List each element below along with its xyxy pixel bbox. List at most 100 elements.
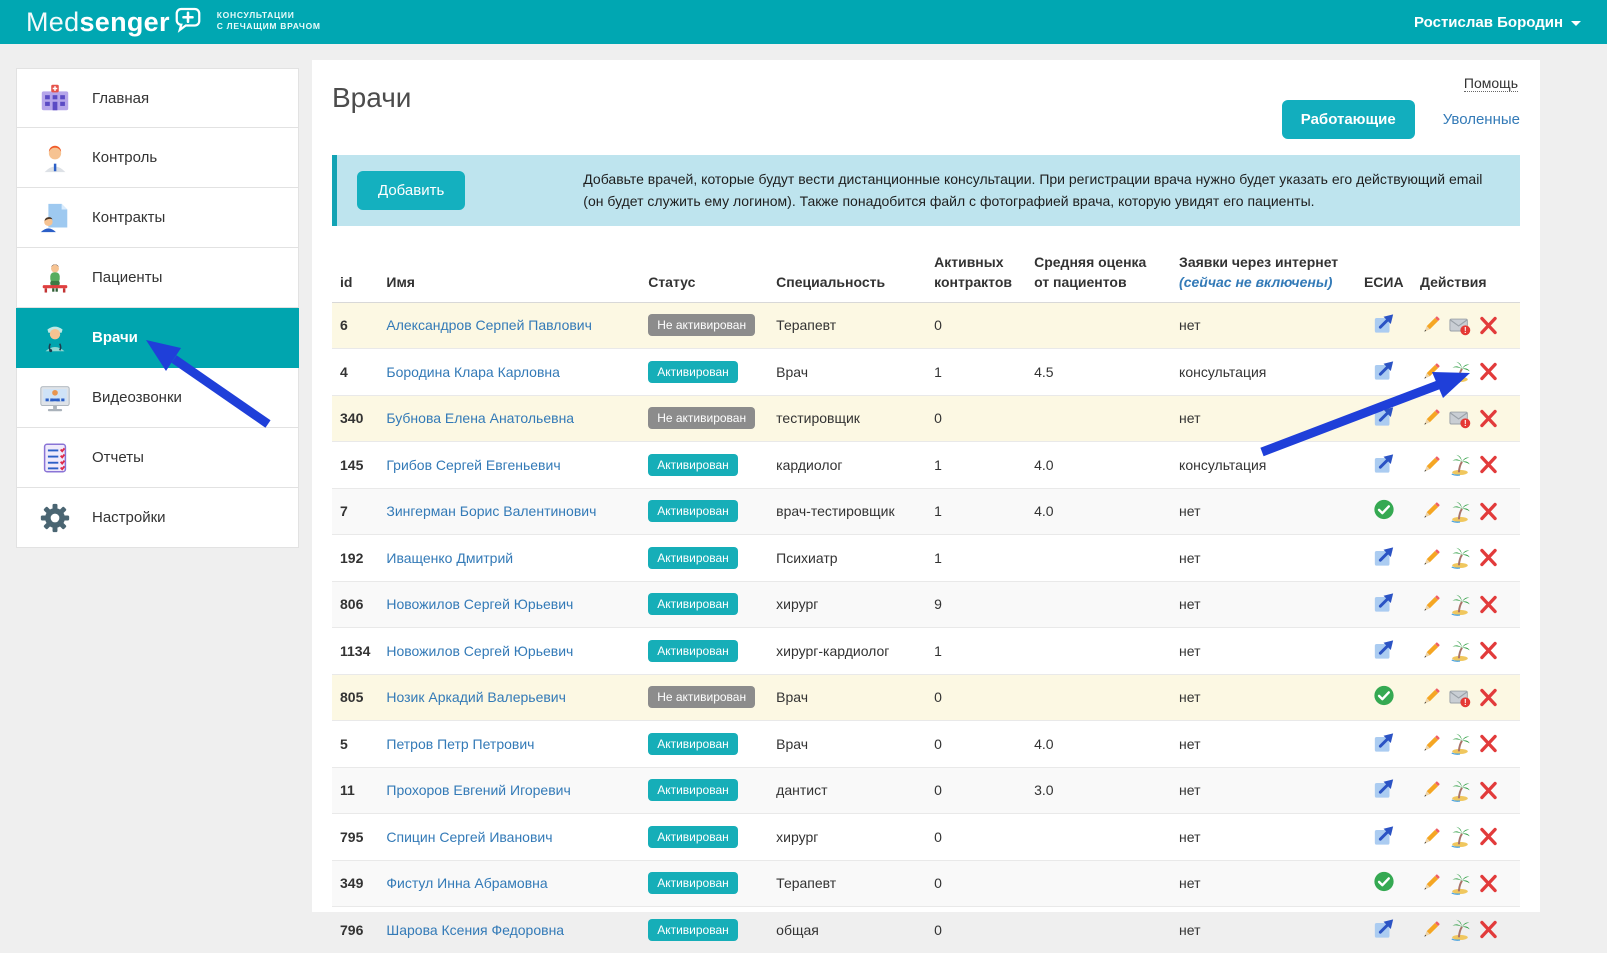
status-badge: Не активирован <box>648 407 756 430</box>
external-link-icon[interactable] <box>1373 731 1395 753</box>
external-link-icon[interactable] <box>1373 592 1395 614</box>
doctor-row: 349 Фистул Инна Абрамовна Активирован Терап… <box>332 859 1520 907</box>
edit-pencil-icon[interactable] <box>1420 686 1442 708</box>
help-link[interactable]: Помощь <box>1463 75 1518 92</box>
delete-x-icon[interactable] <box>1478 640 1500 662</box>
vacation-palm-icon[interactable] <box>1449 593 1471 616</box>
delete-x-icon[interactable] <box>1478 779 1500 801</box>
edit-pencil-icon[interactable] <box>1420 826 1442 848</box>
doctor-name-link[interactable]: Фистул Инна Абрамовна <box>386 875 548 892</box>
internet-requests-cell: нет <box>1171 394 1356 442</box>
vacation-palm-icon[interactable] <box>1449 826 1471 849</box>
doctor-name-link[interactable]: Шарова Ксения Федоровна <box>386 921 565 938</box>
sidebar-item-5[interactable]: Видеозвонки <box>16 368 299 428</box>
doctor-name-link[interactable]: Александров Серпей Павлович <box>386 317 592 334</box>
sidebar-item-7[interactable]: Настройки <box>16 488 299 548</box>
requests-disabled-link[interactable]: (сейчас не включены) <box>1179 274 1333 291</box>
external-link-icon[interactable] <box>1373 452 1395 474</box>
status-badge: Активирован <box>648 500 738 523</box>
vacation-palm-icon[interactable] <box>1449 500 1471 523</box>
vacation-palm-icon[interactable] <box>1449 454 1471 477</box>
external-link-icon[interactable] <box>1373 359 1395 381</box>
doctor-status-cell: Не активирован <box>640 394 769 442</box>
delete-x-icon[interactable] <box>1478 593 1500 615</box>
edit-pencil-icon[interactable] <box>1420 919 1442 941</box>
edit-pencil-icon[interactable] <box>1420 500 1442 522</box>
medsenger-logo[interactable]: Medsenger КОНСУЛЬТАЦИИ С ЛЕЧАЩИМ ВРАЧОМ <box>26 0 321 44</box>
sidebar-item-6[interactable]: Отчеты <box>16 428 299 488</box>
doctor-name-link[interactable]: Прохоров Евгений Игоревич <box>386 782 571 799</box>
delete-x-icon[interactable] <box>1478 500 1500 522</box>
external-link-icon[interactable] <box>1373 313 1395 335</box>
external-link-icon[interactable] <box>1373 638 1395 660</box>
esia-cell <box>1355 534 1412 582</box>
tab-working[interactable]: Работающие <box>1281 100 1415 139</box>
vacation-palm-icon[interactable] <box>1449 779 1471 802</box>
delete-x-icon[interactable] <box>1478 454 1500 476</box>
edit-pencil-icon[interactable] <box>1420 640 1442 662</box>
sidebar-item-0[interactable]: Главная <box>16 68 299 128</box>
active-contracts-cell: 1 <box>926 441 1027 489</box>
doctor-name-link[interactable]: Грибов Сергей Евгеньевич <box>386 456 561 473</box>
delete-x-icon[interactable] <box>1478 547 1500 569</box>
edit-pencil-icon[interactable] <box>1420 593 1442 615</box>
edit-pencil-icon[interactable] <box>1420 872 1442 894</box>
actions-cell <box>1411 441 1520 489</box>
delete-x-icon[interactable] <box>1478 361 1500 383</box>
delete-x-icon[interactable] <box>1478 733 1500 755</box>
sidebar-item-2[interactable]: Контракты <box>16 188 299 248</box>
vacation-palm-icon[interactable] <box>1449 361 1471 384</box>
sidebar-item-4[interactable]: Врачи <box>16 308 299 368</box>
delete-x-icon[interactable] <box>1478 686 1500 708</box>
vacation-palm-icon[interactable] <box>1449 919 1471 942</box>
edit-pencil-icon[interactable] <box>1420 547 1442 569</box>
mail-warning-icon[interactable]: ! <box>1449 407 1471 429</box>
mail-warning-icon[interactable]: ! <box>1449 686 1471 708</box>
mail-warning-icon[interactable]: ! <box>1449 314 1471 336</box>
vacation-palm-icon[interactable] <box>1449 640 1471 663</box>
tab-fired[interactable]: Уволенные <box>1442 111 1520 128</box>
user-menu[interactable]: Ростислав Бородин <box>1414 14 1581 31</box>
doctor-name-link[interactable]: Бородина Клара Карловна <box>386 363 560 380</box>
external-link-icon[interactable] <box>1373 406 1395 428</box>
doctor-id-cell: 349 <box>332 859 379 907</box>
vacation-palm-icon[interactable] <box>1449 733 1471 756</box>
delete-x-icon[interactable] <box>1478 826 1500 848</box>
doctor-name-link[interactable]: Зингерман Борис Валентинович <box>386 503 597 520</box>
external-link-icon[interactable] <box>1373 545 1395 567</box>
delete-x-icon[interactable] <box>1478 872 1500 894</box>
doctor-name-link[interactable]: Иващенко Дмитрий <box>386 549 514 566</box>
doctor-name-link[interactable]: Нозик Аркадий Валерьевич <box>386 689 566 706</box>
doctor-name-link[interactable]: Петров Петр Петрович <box>386 735 535 752</box>
doctor-name-link[interactable]: Новожилов Сергей Юрьевич <box>386 642 574 659</box>
edit-pencil-icon[interactable] <box>1420 779 1442 801</box>
logo-med: Med <box>26 7 80 37</box>
patient-icon <box>35 258 75 298</box>
edit-pencil-icon[interactable] <box>1420 361 1442 383</box>
external-link-icon[interactable] <box>1373 778 1395 800</box>
delete-x-icon[interactable] <box>1478 919 1500 941</box>
add-doctor-button[interactable]: Добавить <box>357 171 466 211</box>
sidebar-item-1[interactable]: Контроль <box>16 128 299 188</box>
edit-pencil-icon[interactable] <box>1420 454 1442 476</box>
external-link-icon[interactable] <box>1373 917 1395 939</box>
vacation-palm-icon[interactable] <box>1449 872 1471 895</box>
status-badge: Активирован <box>648 360 738 383</box>
edit-pencil-icon[interactable] <box>1420 314 1442 336</box>
delete-x-icon[interactable] <box>1478 407 1500 429</box>
doctor-id-cell: 1134 <box>332 627 379 675</box>
doctor-name-link[interactable]: Бубнова Елена Анатольевна <box>386 410 575 427</box>
external-link-icon[interactable] <box>1373 824 1395 846</box>
edit-pencil-icon[interactable] <box>1420 407 1442 429</box>
doctor-name-link[interactable]: Новожилов Сергей Юрьевич <box>386 596 574 613</box>
doctor-name-link[interactable]: Спицин Сергей Иванович <box>386 828 553 845</box>
delete-x-icon[interactable] <box>1478 314 1500 336</box>
vacation-palm-icon[interactable] <box>1449 547 1471 570</box>
sidebar-item-label: Пациенты <box>92 269 163 286</box>
sidebar-item-3[interactable]: Пациенты <box>16 248 299 308</box>
status-badge: Активирован <box>648 825 738 848</box>
edit-pencil-icon[interactable] <box>1420 733 1442 755</box>
actions-cell <box>1411 627 1520 675</box>
logo-tagline: КОНСУЛЬТАЦИИ С ЛЕЧАЩИМ ВРАЧОМ <box>216 10 321 32</box>
col-header-specialty: Специальность <box>768 246 927 303</box>
